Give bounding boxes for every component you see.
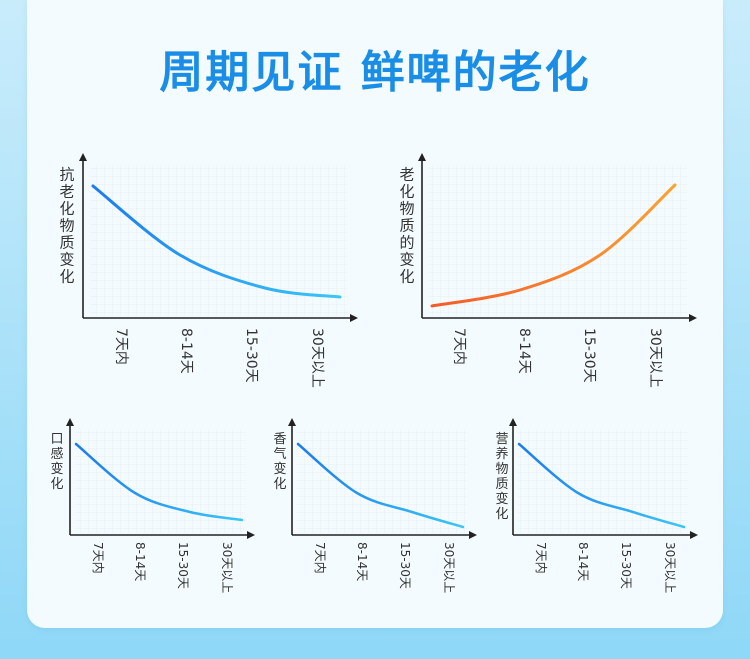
x-axis-arrow xyxy=(469,531,477,539)
x-tick-label: 15-30天 xyxy=(176,542,190,589)
x-tick-label: 30天以上 xyxy=(647,328,663,388)
x-tick-label: 8-14天 xyxy=(178,328,194,374)
series-line xyxy=(74,442,244,522)
chart-grid xyxy=(297,430,467,533)
y-axis-label: 老化物质的变化 xyxy=(399,165,414,285)
y-axis-arrow xyxy=(288,418,296,426)
chart-3: 口感变化 7天内 8-14天 15-30天 30天以上 xyxy=(50,418,255,593)
chart-1: 抗老化物质变化 7天内 8-14天 15-30天 30天以上 xyxy=(59,153,358,388)
series-line xyxy=(91,184,342,299)
x-axis-arrow xyxy=(350,314,358,322)
y-axis-label: 营养物质变化 xyxy=(495,432,508,522)
x-tick-label: 7天内 xyxy=(113,328,129,365)
x-axis-arrow xyxy=(689,314,697,322)
y-axis-arrow xyxy=(418,153,426,161)
chart-2: 老化物质的变化 7天内 8-14天 15-30天 30天以上 xyxy=(399,153,697,388)
x-tick-label: 30天以上 xyxy=(309,328,325,388)
x-axis-arrow xyxy=(690,531,698,539)
series-line xyxy=(430,183,677,308)
chart-grid xyxy=(518,430,688,533)
x-tick-label: 15-30天 xyxy=(619,542,633,589)
x-tick-label: 8-14天 xyxy=(133,542,147,581)
page-title: 周期见证 鲜啤的老化 xyxy=(159,47,591,98)
x-tick-label: 8-14天 xyxy=(355,542,369,581)
x-tick-label: 8-14天 xyxy=(516,328,532,374)
x-tick-label: 30天以上 xyxy=(663,542,677,593)
y-axis-arrow xyxy=(509,418,517,426)
x-tick-label: 7天内 xyxy=(313,542,327,574)
x-tick-label: 8-14天 xyxy=(576,542,590,581)
x-tick-label: 7天内 xyxy=(451,328,467,365)
x-tick-label: 7天内 xyxy=(91,542,105,574)
x-tick-label: 30天以上 xyxy=(220,542,234,593)
x-tick-label: 15-30天 xyxy=(243,328,259,383)
x-tick-label: 15-30天 xyxy=(581,328,597,383)
series-line xyxy=(296,442,465,529)
chart-grid xyxy=(90,165,348,316)
chart-grid xyxy=(429,165,687,316)
x-axis-arrow xyxy=(247,531,255,539)
y-axis-label: 香气变化 xyxy=(273,432,286,492)
chart-5: 营养物质变化 7天内 8-14天 15-30天 30天以上 xyxy=(495,418,698,593)
series-line xyxy=(517,442,686,529)
y-axis-arrow xyxy=(66,418,74,426)
x-tick-label: 30天以上 xyxy=(442,542,456,593)
chart-4: 香气变化 7天内 8-14天 15-30天 30天以上 xyxy=(273,418,477,593)
y-axis-label: 口感变化 xyxy=(50,432,63,492)
y-axis-label: 抗老化物质变化 xyxy=(59,165,74,285)
x-tick-label: 7天内 xyxy=(534,542,548,574)
x-tick-label: 15-30天 xyxy=(398,542,412,589)
y-axis-arrow xyxy=(79,153,87,161)
